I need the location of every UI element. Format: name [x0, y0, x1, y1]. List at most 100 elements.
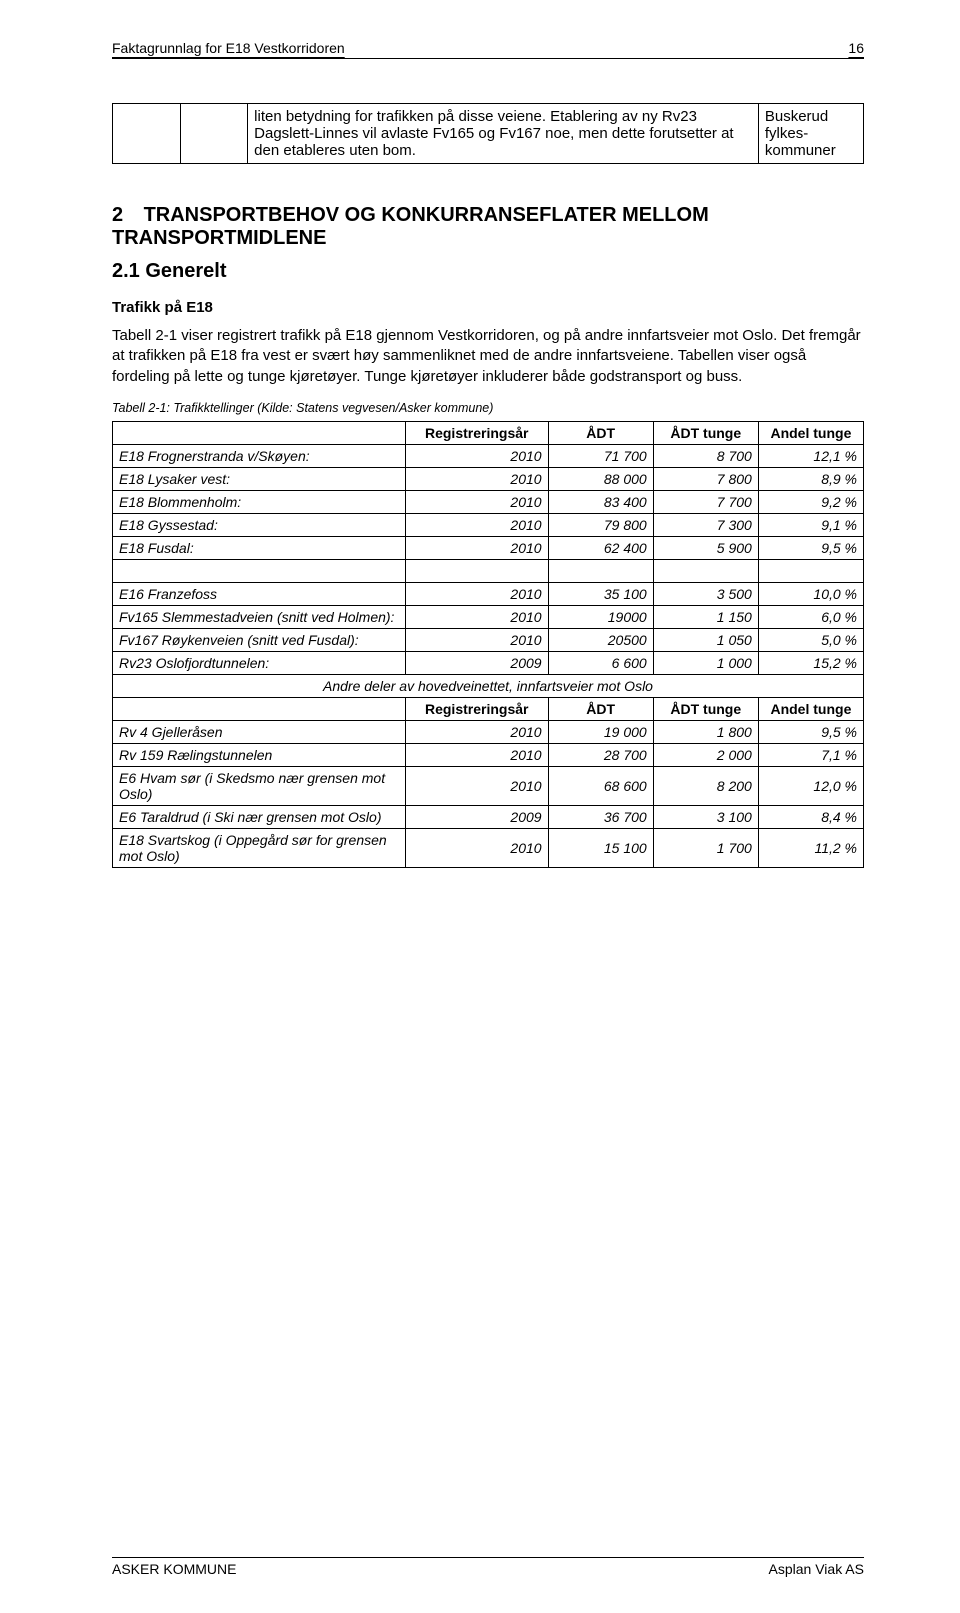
table-cell: 2010 [405, 720, 548, 743]
table-row: Rv 159 Rælingstunnelen201028 7002 0007,1… [113, 743, 864, 766]
section-2-title: TRANSPORTBEHOV OG KONKURRANSEFLATER MELL… [112, 204, 709, 249]
header-title: Faktagrunnlag for E18 Vestkorridoren [112, 40, 345, 56]
table-caption: Tabell 2-1: Trafikktellinger (Kilde: Sta… [112, 401, 864, 415]
table-row: Rv 4 Gjelleråsen201019 0001 8009,5 % [113, 720, 864, 743]
table-cell: 2010 [405, 766, 548, 805]
table-cell: 1 700 [653, 828, 758, 867]
table-cell: 3 100 [653, 805, 758, 828]
table-cell: 62 400 [548, 536, 653, 559]
table-cell: 19 000 [548, 720, 653, 743]
section-2-1-heading: 2.1 Generelt [112, 260, 864, 283]
table-header: ÅDT tunge [653, 421, 758, 444]
table-cell: 12,0 % [758, 766, 863, 805]
footer-left: ASKER KOMMUNE [112, 1561, 236, 1577]
table-cell: 2010 [405, 828, 548, 867]
table-cell: E18 Lysaker vest: [113, 467, 406, 490]
table-cell: 7,1 % [758, 743, 863, 766]
table-cell: 11,2 % [758, 828, 863, 867]
intro-side: Buskerud fylkes-kommuner [758, 104, 863, 164]
table-cell: 8 700 [653, 444, 758, 467]
sub-heading: Trafikk på E18 [112, 299, 864, 316]
table-row: E16 Franzefoss201035 1003 50010,0 % [113, 582, 864, 605]
table-cell: 2010 [405, 490, 548, 513]
table-cell: 5,0 % [758, 628, 863, 651]
table-header: ÅDT tunge [653, 697, 758, 720]
table-empty-cell [113, 559, 406, 582]
table-row: E6 Hvam sør (i Skedsmo nær grensen mot O… [113, 766, 864, 805]
table-cell: E18 Frognerstranda v/Skøyen: [113, 444, 406, 467]
section-2-heading: 2 TRANSPORTBEHOV OG KONKURRANSEFLATER ME… [112, 204, 864, 250]
table-cell: 9,5 % [758, 720, 863, 743]
table-cell: 3 500 [653, 582, 758, 605]
intro-text: liten betydning for trafikken på disse v… [248, 104, 759, 164]
table-cell: 1 000 [653, 651, 758, 674]
intro-box-table: liten betydning for trafikken på disse v… [112, 103, 864, 164]
table-cell: 20500 [548, 628, 653, 651]
table-header: ÅDT [548, 421, 653, 444]
table-header: Andel tunge [758, 697, 863, 720]
table-cell: 8,9 % [758, 467, 863, 490]
table-cell: E6 Hvam sør (i Skedsmo nær grensen mot O… [113, 766, 406, 805]
paragraph-1: Tabell 2-1 viser registrert trafikk på E… [112, 326, 864, 387]
table-cell: 2009 [405, 651, 548, 674]
table-cell: 71 700 [548, 444, 653, 467]
intro-empty-2 [180, 104, 248, 164]
table-empty-cell [405, 559, 548, 582]
table-empty-cell [548, 559, 653, 582]
table-row: E6 Taraldrud (i Ski nær grensen mot Oslo… [113, 805, 864, 828]
table-cell: 9,1 % [758, 513, 863, 536]
table-header [113, 697, 406, 720]
page-header: Faktagrunnlag for E18 Vestkorridoren 16 [112, 40, 864, 59]
table-cell: 35 100 [548, 582, 653, 605]
header-page-number: 16 [848, 40, 864, 56]
table-cell: 8,4 % [758, 805, 863, 828]
table-subheading: Andre deler av hovedveinettet, innfartsv… [113, 674, 864, 697]
table-cell: Fv165 Slemmestadveien (snitt ved Holmen)… [113, 605, 406, 628]
table-row: E18 Lysaker vest:201088 0007 8008,9 % [113, 467, 864, 490]
table-cell: E6 Taraldrud (i Ski nær grensen mot Oslo… [113, 805, 406, 828]
table-cell: 2 000 [653, 743, 758, 766]
table-empty-cell [758, 559, 863, 582]
table-cell: 1 050 [653, 628, 758, 651]
intro-empty-1 [113, 104, 181, 164]
table-header [113, 421, 406, 444]
table-cell: 10,0 % [758, 582, 863, 605]
table-cell: 2010 [405, 444, 548, 467]
table-cell: 2010 [405, 467, 548, 490]
table-cell: 2010 [405, 513, 548, 536]
table-cell: 83 400 [548, 490, 653, 513]
table-header: Andel tunge [758, 421, 863, 444]
table-cell: 8 200 [653, 766, 758, 805]
table-cell: E18 Fusdal: [113, 536, 406, 559]
table-cell: 68 600 [548, 766, 653, 805]
table-cell: 6,0 % [758, 605, 863, 628]
table-cell: 28 700 [548, 743, 653, 766]
table-cell: 2010 [405, 605, 548, 628]
table-cell: 2010 [405, 743, 548, 766]
table-cell: 1 800 [653, 720, 758, 743]
table-cell: 2009 [405, 805, 548, 828]
table-cell: E16 Franzefoss [113, 582, 406, 605]
table-cell: E18 Blommenholm: [113, 490, 406, 513]
table-row: Rv23 Oslofjordtunnelen:20096 6001 00015,… [113, 651, 864, 674]
table-header: Registreringsår [405, 421, 548, 444]
table-row: E18 Svartskog (i Oppegård sør for grense… [113, 828, 864, 867]
table-cell: 36 700 [548, 805, 653, 828]
section-2-1-number: 2.1 [112, 260, 140, 282]
table-cell: 15,2 % [758, 651, 863, 674]
table-cell: 2010 [405, 536, 548, 559]
table-cell: Fv167 Røykenveien (snitt ved Fusdal): [113, 628, 406, 651]
table-cell: 9,2 % [758, 490, 863, 513]
table-row: E18 Blommenholm:201083 4007 7009,2 % [113, 490, 864, 513]
table-cell: Rv 159 Rælingstunnelen [113, 743, 406, 766]
table-cell: Rv23 Oslofjordtunnelen: [113, 651, 406, 674]
table-cell: 9,5 % [758, 536, 863, 559]
table-cell: 7 800 [653, 467, 758, 490]
table-cell: 12,1 % [758, 444, 863, 467]
table-row: Fv165 Slemmestadveien (snitt ved Holmen)… [113, 605, 864, 628]
table-row: E18 Frognerstranda v/Skøyen:201071 7008 … [113, 444, 864, 467]
table-cell: E18 Gyssestad: [113, 513, 406, 536]
section-2-number: 2 [112, 204, 138, 227]
table-cell: 19000 [548, 605, 653, 628]
table-cell: 7 300 [653, 513, 758, 536]
